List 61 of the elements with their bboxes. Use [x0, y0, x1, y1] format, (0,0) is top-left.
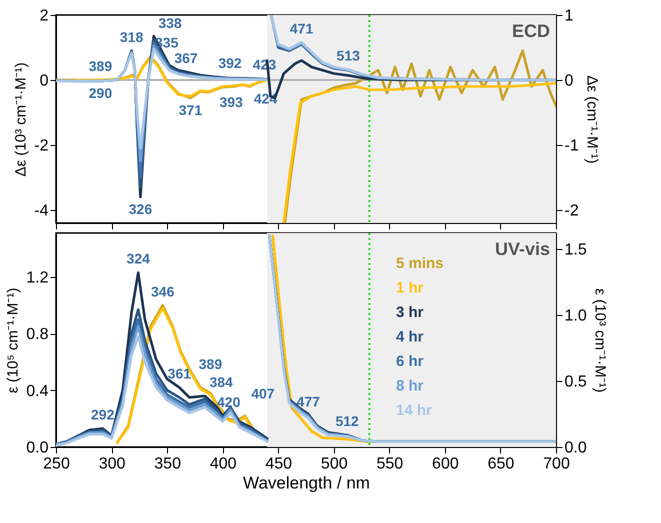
y2-tick-label: -1 — [564, 138, 579, 154]
x-tick-label: 300 — [98, 456, 126, 472]
x-tick-label: 600 — [432, 456, 459, 472]
text: 14 hr — [396, 402, 432, 419]
annotation: 361 — [168, 365, 192, 382]
y-tick-label: 0.8 — [26, 326, 49, 344]
y2-axis-title: Δε (cm⁻¹·M⁻¹) — [584, 75, 601, 164]
y-axis-title: ε (10⁵ cm⁻¹·M⁻¹) — [4, 288, 22, 394]
annotation: 512 — [335, 413, 360, 430]
text: 3 hr — [396, 304, 424, 321]
y2-tick-label: -2 — [564, 202, 579, 220]
annotation: 513 — [336, 48, 360, 64]
annotation: 471 — [290, 20, 314, 36]
annotation: 290 — [88, 84, 112, 101]
y2-tick-label: 1.5 — [564, 241, 587, 258]
y-axis-title: Δε (10³ cm⁻¹·M⁻¹) — [12, 62, 30, 177]
y2-tick-label: 0.0 — [564, 440, 587, 456]
text: 6 hr — [396, 352, 424, 370]
text: 1 hr — [396, 279, 424, 296]
annotation: 477 — [296, 393, 320, 410]
annotation: 371 — [178, 102, 202, 118]
y-tick-label: 0 — [40, 72, 49, 90]
annotation: 292 — [90, 406, 115, 423]
y-tick-label: 1.2 — [26, 269, 49, 286]
y2-tick-label: 0.5 — [564, 373, 587, 390]
y-tick-label: 0.4 — [26, 382, 49, 400]
x-tick-label: 400 — [210, 456, 237, 472]
annotation: 420 — [216, 394, 241, 410]
y2-axis-title: ε (10³ cm⁻¹·M⁻¹) — [592, 288, 609, 393]
text: 5 mins — [396, 254, 444, 272]
y-tick-label: -4 — [34, 202, 49, 220]
annotation: 318 — [120, 28, 144, 45]
annotation: 324 — [126, 250, 150, 267]
x-tick-label: 550 — [376, 456, 404, 472]
annotation: 389 — [88, 58, 112, 74]
y2-tick-label: 1.0 — [564, 307, 587, 324]
annotation: 407 — [251, 385, 275, 402]
annotation: UV-vis — [494, 239, 550, 259]
text: 8 hr — [396, 377, 424, 394]
y-tick-label: 0.0 — [26, 440, 49, 456]
x-axis-title: Wavelength / nm — [243, 474, 370, 492]
annotation: 389 — [198, 356, 222, 372]
y2-tick-label: 0 — [564, 72, 574, 90]
text: 4 hr — [396, 328, 424, 346]
annotation: 384 — [209, 374, 234, 390]
x-tick-label: 500 — [320, 456, 348, 472]
x-tick-label: 250 — [43, 456, 70, 472]
annotation: 326 — [128, 201, 152, 217]
x-tick-label: 350 — [154, 456, 182, 472]
annotation: 346 — [150, 283, 175, 300]
y-tick-label: 2 — [40, 8, 49, 24]
x-tick-label: 650 — [488, 456, 514, 472]
annotation: ECD — [512, 21, 550, 41]
y-tick-label: -2 — [34, 138, 49, 154]
annotation: 367 — [174, 50, 198, 66]
annotation: 392 — [218, 54, 242, 71]
x-tick-label: 700 — [543, 456, 570, 472]
x-tick-label: 450 — [265, 456, 292, 472]
annotation: 393 — [219, 94, 244, 110]
y2-tick-label: 1 — [564, 8, 574, 24]
annotation: 338 — [158, 15, 182, 31]
